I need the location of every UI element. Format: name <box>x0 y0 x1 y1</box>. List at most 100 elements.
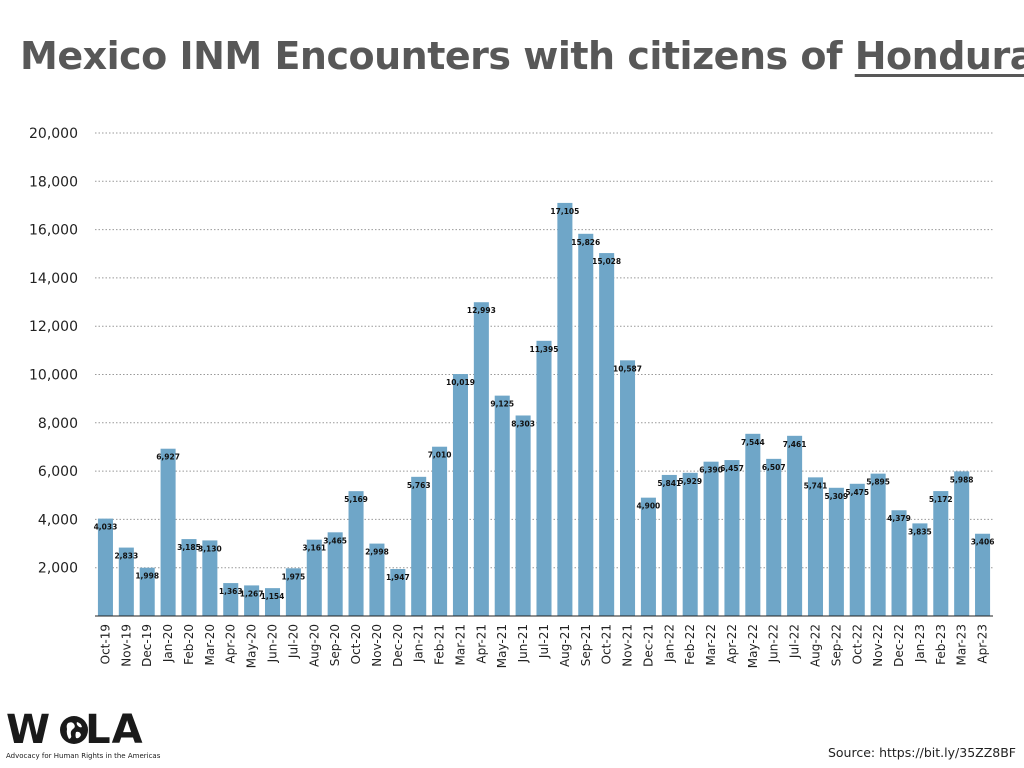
data-label: 5,929 <box>678 477 702 486</box>
x-tick-label: Dec-22 <box>892 624 906 667</box>
bar <box>244 585 260 616</box>
data-label: 10,019 <box>446 378 475 387</box>
x-tick-label: Oct-19 <box>98 624 112 664</box>
data-label: 3,161 <box>302 544 326 553</box>
data-label: 1,975 <box>282 572 306 581</box>
x-tick-label: Jun-22 <box>767 624 781 663</box>
data-label: 15,028 <box>592 257 621 266</box>
bar <box>682 472 698 616</box>
x-tick-label: Jul-21 <box>537 624 551 659</box>
data-label: 1,363 <box>219 587 243 596</box>
bar <box>515 415 531 616</box>
x-tick-label: Feb-20 <box>182 624 196 665</box>
bar <box>327 532 343 616</box>
data-label: 5,169 <box>344 495 368 504</box>
x-tick-label: Mar-20 <box>203 624 217 665</box>
x-tick-label: Oct-20 <box>349 624 363 664</box>
x-tick-label: May-21 <box>495 624 509 668</box>
x-tick-label: Dec-21 <box>641 624 655 667</box>
bar <box>536 340 552 616</box>
x-tick-label: Apr-21 <box>474 624 488 664</box>
x-tick-label: Dec-20 <box>391 624 405 667</box>
bar <box>912 523 928 616</box>
x-tick-label: Nov-19 <box>119 624 133 667</box>
chart-title-country: Honduras <box>854 34 1024 78</box>
x-tick-label: Mar-23 <box>955 624 969 665</box>
bar <box>724 460 740 616</box>
data-label: 1,154 <box>261 592 285 601</box>
bar <box>661 474 677 616</box>
data-label: 5,841 <box>657 479 681 488</box>
x-tick-label: Jun-21 <box>516 624 530 663</box>
y-tick-label: 2,000 <box>38 561 78 577</box>
x-tick-label: Jul-20 <box>286 624 300 659</box>
y-tick-label: 10,000 <box>29 368 78 384</box>
data-label: 3,835 <box>908 527 932 536</box>
y-tick-label: 20,000 <box>29 126 78 142</box>
data-label: 1,947 <box>386 573 410 582</box>
y-tick-label: 14,000 <box>29 271 78 287</box>
bar <box>870 473 886 616</box>
x-tick-label: Jan-22 <box>662 624 676 663</box>
x-tick-label: Apr-20 <box>224 624 238 664</box>
x-tick-label: Oct-22 <box>850 624 864 664</box>
bar <box>181 539 197 616</box>
x-tick-label: Oct-21 <box>600 624 614 664</box>
bar <box>369 543 385 616</box>
data-label: 11,395 <box>530 345 559 354</box>
x-tick-label: May-20 <box>245 624 259 668</box>
source-note: Source: https://bit.ly/35ZZ8BF <box>827 745 1016 760</box>
bar <box>306 539 322 616</box>
x-tick-label: Dec-19 <box>140 624 154 667</box>
data-label: 6,927 <box>156 453 180 462</box>
data-label: 2,833 <box>114 552 138 561</box>
data-label: 3,130 <box>198 544 222 553</box>
x-tick-label: Nov-21 <box>621 624 635 667</box>
data-label: 2,998 <box>365 548 389 557</box>
data-label: 5,988 <box>950 475 974 484</box>
bar <box>828 487 844 616</box>
bar <box>223 583 239 616</box>
data-label: 6,457 <box>720 464 744 473</box>
data-label: 1,267 <box>240 589 264 598</box>
bar <box>849 483 865 616</box>
data-label: 4,379 <box>887 514 911 523</box>
globe-icon <box>60 716 88 744</box>
x-tick-label: Nov-22 <box>871 624 885 667</box>
data-label: 6,390 <box>699 466 723 475</box>
data-label: 7,544 <box>741 438 765 447</box>
data-label: 7,461 <box>783 440 807 449</box>
x-tick-label: Apr-22 <box>725 624 739 664</box>
data-label: 1,998 <box>135 572 159 581</box>
bar <box>599 253 615 617</box>
x-tick-label: Feb-22 <box>683 624 697 665</box>
bar <box>139 567 155 616</box>
x-tick-label: Jul-22 <box>788 624 802 659</box>
data-label: 5,309 <box>825 492 849 501</box>
bar <box>891 510 907 616</box>
bar <box>933 491 949 616</box>
bar <box>703 461 719 616</box>
bar <box>348 491 364 616</box>
data-label: 8,303 <box>511 419 535 428</box>
bar <box>160 448 176 616</box>
bar <box>954 471 970 616</box>
bar <box>787 435 803 616</box>
wola-wordmark: W LA <box>6 707 144 753</box>
data-label: 10,587 <box>613 364 642 373</box>
data-label: 17,105 <box>550 207 579 216</box>
chart-title-prefix: Mexico INM Encounters with citizens of <box>20 34 855 78</box>
data-label: 3,185 <box>177 543 201 552</box>
bar <box>97 518 113 616</box>
wola-tagline: Advocacy for Human Rights in the America… <box>6 752 161 760</box>
wola-logo: W LA Advocacy for Human Rights in the Ame… <box>6 710 176 762</box>
bar <box>620 360 636 616</box>
bar <box>452 374 468 616</box>
x-tick-label: Sep-21 <box>579 624 593 666</box>
data-label: 5,741 <box>804 481 828 490</box>
x-tick-label: May-22 <box>746 624 760 668</box>
bar <box>766 458 782 616</box>
y-tick-label: 8,000 <box>38 416 78 432</box>
bar <box>557 202 573 616</box>
x-tick-label: Feb-21 <box>433 624 447 665</box>
